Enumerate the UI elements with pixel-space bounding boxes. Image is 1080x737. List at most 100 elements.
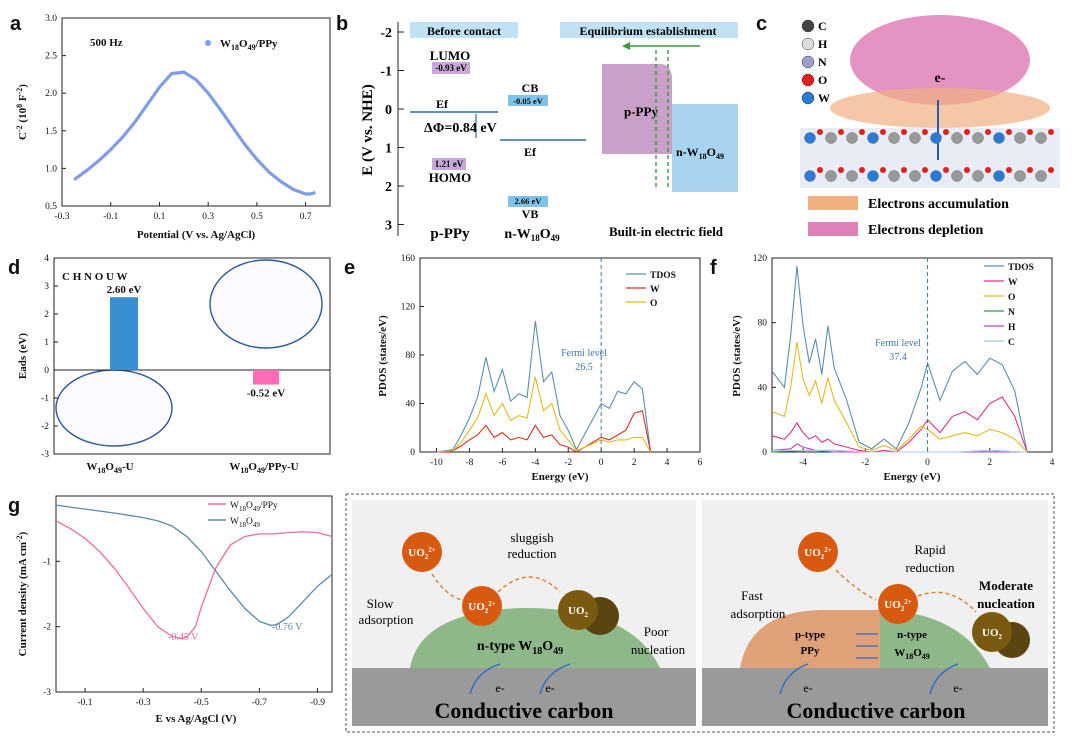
panel-h-right-ntype: n-type <box>897 629 927 641</box>
panel-h-left-adsorption: adsorption <box>359 612 414 627</box>
panel-h-right-e-1: e- <box>803 681 812 695</box>
panel-b-w-label: n-W18O49 <box>504 227 560 243</box>
panel-c-lattice-oxygen <box>943 167 949 173</box>
panel-c-lattice-oxygen <box>964 129 970 135</box>
panel-a-xtick-1: -0.1 <box>103 212 118 222</box>
panel-h-left-slow: Slow <box>367 596 394 611</box>
panel-h-right-nucleation: nucleation <box>977 596 1036 611</box>
panel-a-frame <box>61 17 331 207</box>
panel-c-lattice-atom <box>867 170 879 182</box>
panel-a-series-line <box>73 70 316 196</box>
panel-h-right-reduction: reduction <box>905 560 955 575</box>
panel-d-inset-w <box>55 369 173 447</box>
panel-f-xtick-3: 2 <box>987 458 992 468</box>
panel-b-before-box <box>410 22 518 38</box>
panel-h-right-e-arrow-2 <box>929 663 959 695</box>
panel-e-fermi-label: Fermi level <box>561 348 607 359</box>
panel-c-lattice-atom <box>951 132 963 144</box>
panel-b-vb-box <box>508 196 548 207</box>
panel-letter-b: b <box>336 13 348 35</box>
panel-c-atom-c-label: C <box>818 19 827 33</box>
panel-c-lattice-atom <box>930 132 942 144</box>
panel-g-xtick-1: -0.3 <box>136 698 151 708</box>
panel-c-lattice-atom <box>1035 132 1047 144</box>
panel-d-ytick-5: 2 <box>44 310 49 320</box>
panel-h-right-adsorption: adsorption <box>731 606 786 621</box>
panel-g-series-w18o49/ppy <box>55 520 333 640</box>
panel-c-lattice-atom <box>930 170 942 182</box>
panel-h-right-fast: Fast <box>741 588 763 603</box>
panel-b-built-in: Built-in electric field <box>609 224 724 239</box>
panel-h-schematic: Conductive carbon Conductive carbon n-ty… <box>345 493 1055 733</box>
panel-d-ytick-2: -1 <box>41 394 49 404</box>
panel-c-lattice-atom <box>825 132 837 144</box>
panel-c-lattice-atom <box>804 170 816 182</box>
panel-b-ppy-block <box>602 64 672 154</box>
panel-b-block-w: n-W18O49 <box>676 145 724 161</box>
panel-a-ytick-1: 1.0 <box>45 164 57 174</box>
panel-e-xtick-3: -4 <box>531 458 539 468</box>
panel-c-lattice-atom <box>804 132 816 144</box>
panel-f-xlabel: Energy (eV) <box>883 471 940 483</box>
panel-d-ylabel: Eads (eV) <box>17 333 29 379</box>
panel-d-cat-2: W18O49/PPy-U <box>229 461 298 475</box>
panel-c-acc-swatch <box>808 196 858 210</box>
panel-b-lumo: LUMO <box>430 48 470 63</box>
panel-b-ytick-4: 2 <box>385 180 392 195</box>
panel-e-series-tdos <box>436 320 652 453</box>
panel-c-lattice-oxygen <box>1048 167 1054 173</box>
panel-c-lattice-oxygen <box>1048 129 1054 135</box>
panel-h-left-e-arrow-2 <box>539 663 571 695</box>
panel-b-ytick-0: -2 <box>380 26 392 41</box>
panel-d-ytick-1: -2 <box>41 422 49 432</box>
panel-f-xtick-2: 0 <box>925 458 930 468</box>
panel-c-lattice-oxygen <box>1006 167 1012 173</box>
panel-e-legend-w: W <box>650 285 660 295</box>
panel-h-left-uo2-product <box>558 590 598 630</box>
panel-g-xtick-2: -0.5 <box>194 698 209 708</box>
panel-a-ytick-3: 2.0 <box>45 89 57 99</box>
panel-c-atom-o-icon <box>801 73 815 87</box>
panel-letter-g: g <box>8 495 20 517</box>
panel-h-left-e-2: e- <box>545 681 554 695</box>
panel-c-lattice-atom <box>888 170 900 182</box>
panel-f-series-tdos <box>771 266 1028 453</box>
panel-c-atom-w-icon <box>801 91 815 105</box>
panel-c-lattice-oxygen <box>922 167 928 173</box>
panel-g-xtick-4: -0.9 <box>310 698 325 708</box>
panel-d-ytick-0: -3 <box>41 450 49 460</box>
panel-h-right-ppy <box>740 610 880 668</box>
panel-c-lattice-atom <box>993 170 1005 182</box>
panel-c-electron: e- <box>935 71 946 86</box>
panel-f-series-c <box>772 449 1028 453</box>
panel-h-right-uo2-product-label: UO2 <box>982 627 1003 641</box>
panel-e-ytick-1: 40 <box>406 400 416 410</box>
panel-h-left-uo2-mid <box>462 586 502 626</box>
panel-h-right-carbon-label: Conductive carbon <box>786 698 965 723</box>
panel-b-delta-phi: ΔΦ=0.84 eV <box>424 121 497 136</box>
panel-g-xtick-0: -0.1 <box>78 698 93 708</box>
panel-h-left-adsorption-arrow <box>431 573 463 601</box>
panel-d-ytick-4: 1 <box>44 338 49 348</box>
panel-h-left-nucleation: nucleation <box>631 642 686 657</box>
panel-c-atom-n-label: N <box>818 55 827 69</box>
panel-b-equilibrium-box <box>560 22 738 38</box>
panel-c-lattice-atom <box>909 170 921 182</box>
panel-c-lattice-atom <box>1035 170 1047 182</box>
panel-d-ytick-7: 4 <box>44 254 49 264</box>
panel-c-atom-w-label: W <box>818 91 830 105</box>
panel-c-atom-o-label: O <box>818 73 827 87</box>
panel-b-vb-val: 2.66 eV <box>515 196 543 206</box>
panel-e-xtick-1: -8 <box>465 458 473 468</box>
panel-e-ytick-2: 80 <box>406 351 416 361</box>
panel-h-left-uo2-product-label: UO2 <box>568 605 589 619</box>
panel-c-lattice-atom <box>972 170 984 182</box>
panel-c-lattice-oxygen <box>1027 167 1033 173</box>
panel-h-right-ppy-label: PPy <box>801 645 820 657</box>
panel-h-right-uo2-product <box>972 612 1012 652</box>
panel-h-right-carbon <box>702 668 1048 726</box>
panel-c-lattice-atom <box>909 132 921 144</box>
panel-b-ef-w: Ef <box>524 145 537 159</box>
panel-d-chart: Eads (eV) C H N O U W W18O49-U W18O49/PP… <box>17 257 331 475</box>
panel-b-lumo-val: -0.93 eV <box>435 63 467 73</box>
